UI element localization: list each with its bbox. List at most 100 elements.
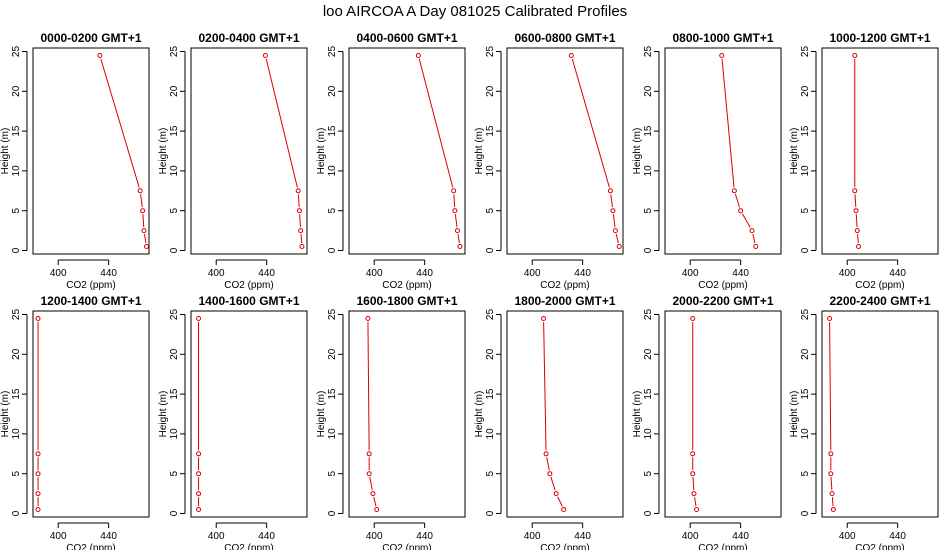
profile-line-segment bbox=[694, 496, 697, 507]
profile-point bbox=[610, 208, 616, 214]
y-tick-label: 10 bbox=[643, 165, 654, 177]
profile-point bbox=[827, 315, 833, 321]
plot-frame bbox=[821, 47, 939, 255]
y-tick-label: 10 bbox=[169, 165, 180, 177]
profile-point bbox=[137, 188, 143, 194]
y-tick-label: 15 bbox=[327, 388, 338, 400]
profile-point bbox=[852, 188, 858, 194]
x-tick-label: 400 bbox=[50, 531, 67, 542]
y-axis-label: Height (m) bbox=[474, 128, 485, 175]
profile-line-segment bbox=[550, 476, 556, 491]
y-tick-label: 0 bbox=[11, 247, 22, 253]
y-tick-label: 5 bbox=[11, 470, 22, 476]
profile-line-segment bbox=[369, 477, 373, 491]
profile-line-segment bbox=[752, 233, 756, 244]
x-axis-label: CO2 (ppm) bbox=[66, 280, 115, 291]
profile-point bbox=[298, 228, 304, 234]
plot-frame bbox=[664, 47, 782, 255]
profile-line-segment bbox=[692, 477, 695, 491]
panel-title: 0600-0800 GMT+1 bbox=[514, 31, 615, 45]
profile-point bbox=[568, 52, 574, 58]
profile-point bbox=[547, 471, 553, 477]
profile-point bbox=[97, 52, 103, 58]
x-axis-label: CO2 (ppm) bbox=[382, 543, 431, 550]
x-tick-label: 440 bbox=[574, 268, 591, 279]
y-tick-label: 20 bbox=[327, 348, 338, 360]
y-tick-label: 0 bbox=[327, 510, 338, 516]
profile-point bbox=[612, 228, 618, 234]
plot-frame bbox=[32, 310, 150, 518]
y-tick-label: 10 bbox=[327, 428, 338, 440]
y-tick-label: 10 bbox=[800, 428, 811, 440]
y-axis-label: Height (m) bbox=[0, 391, 11, 438]
profile-point bbox=[731, 188, 737, 194]
profile-point bbox=[296, 208, 302, 214]
profile-line-segment bbox=[100, 58, 140, 188]
y-tick-label: 20 bbox=[800, 348, 811, 360]
panel-title: 1800-2000 GMT+1 bbox=[514, 294, 615, 308]
y-tick-label: 25 bbox=[169, 309, 180, 321]
profile-line-segment bbox=[829, 321, 832, 451]
profile-point bbox=[140, 208, 146, 214]
y-tick-label: 20 bbox=[169, 348, 180, 360]
y-tick-label: 25 bbox=[11, 46, 22, 58]
y-axis-label: Height (m) bbox=[158, 391, 169, 438]
y-tick-label: 20 bbox=[643, 85, 654, 97]
y-tick-label: 10 bbox=[11, 165, 22, 177]
plot-frame bbox=[506, 310, 624, 518]
x-axis-label: CO2 (ppm) bbox=[540, 280, 589, 291]
panel-title: 0000-0200 GMT+1 bbox=[40, 31, 141, 45]
figure-title: loo AIRCOA A Day 081025 Calibrated Profi… bbox=[323, 3, 627, 20]
profile-point bbox=[828, 471, 834, 477]
profile-point bbox=[374, 507, 380, 513]
profile-point bbox=[690, 451, 696, 457]
x-tick-label: 440 bbox=[732, 268, 749, 279]
profile-line-segment bbox=[734, 193, 741, 208]
profile-point bbox=[607, 188, 613, 194]
x-axis-label: CO2 (ppm) bbox=[382, 280, 431, 291]
y-tick-label: 25 bbox=[11, 309, 22, 321]
x-tick-label: 440 bbox=[416, 531, 433, 542]
x-axis-label: CO2 (ppm) bbox=[698, 280, 747, 291]
x-tick-label: 440 bbox=[100, 268, 117, 279]
profile-point bbox=[694, 507, 700, 513]
y-tick-label: 20 bbox=[327, 85, 338, 97]
profile-line-segment bbox=[297, 194, 300, 208]
plot-frame bbox=[190, 310, 308, 518]
y-axis-label: Height (m) bbox=[632, 391, 643, 438]
y-tick-label: 25 bbox=[485, 309, 496, 321]
profile-line-segment bbox=[140, 194, 143, 208]
profile-point bbox=[366, 451, 372, 457]
profile-line-segment bbox=[610, 194, 613, 208]
y-tick-label: 0 bbox=[485, 247, 496, 253]
y-tick-label: 15 bbox=[485, 388, 496, 400]
profile-point bbox=[829, 491, 835, 497]
profile-point bbox=[828, 451, 834, 457]
profile-point bbox=[616, 244, 622, 250]
y-tick-label: 0 bbox=[169, 247, 180, 253]
y-tick-label: 5 bbox=[327, 470, 338, 476]
y-axis-label: Height (m) bbox=[789, 128, 800, 175]
y-axis-label: Height (m) bbox=[158, 128, 169, 175]
profile-line-segment bbox=[300, 234, 303, 244]
x-tick-label: 440 bbox=[258, 268, 275, 279]
y-tick-label: 20 bbox=[485, 85, 496, 97]
y-tick-label: 20 bbox=[11, 85, 22, 97]
y-tick-label: 15 bbox=[800, 388, 811, 400]
y-tick-label: 25 bbox=[643, 46, 654, 58]
y-tick-label: 15 bbox=[485, 125, 496, 137]
profile-point bbox=[854, 228, 860, 234]
profile-point bbox=[856, 244, 862, 250]
plot-frame bbox=[821, 310, 939, 518]
profile-point bbox=[561, 507, 567, 513]
profile-line-segment bbox=[144, 233, 147, 244]
profile-line-segment bbox=[612, 214, 616, 228]
profile-line-segment bbox=[721, 58, 735, 188]
